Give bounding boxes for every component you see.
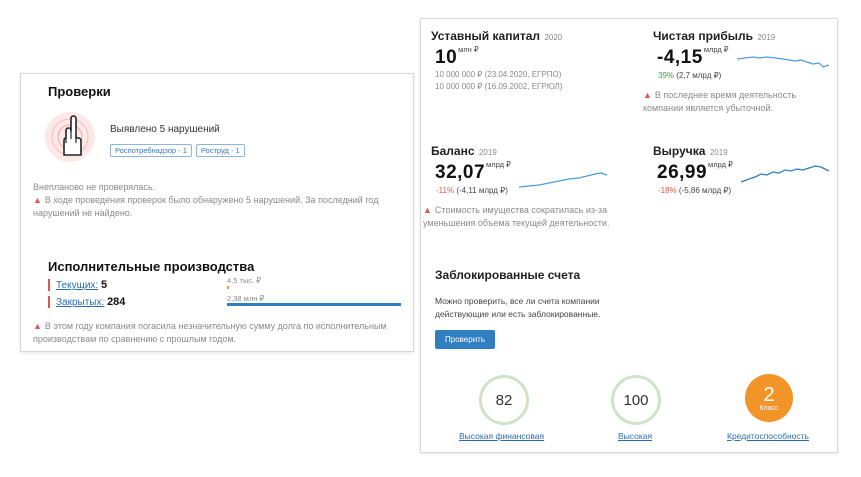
balance-change-abs: (-4,11 млрд ₽) <box>456 186 508 195</box>
warning-icon: ▲ <box>33 321 42 331</box>
profit-value: -4,15 <box>657 47 703 68</box>
inspection-hand-icon <box>44 111 96 163</box>
capital-block: Уставный капитал 2020 <box>431 27 562 45</box>
checks-warning-text: В ходе проведения проверок было обнаруже… <box>33 195 379 218</box>
balance-sparkline <box>519 172 607 188</box>
capital-value: 10 <box>435 47 458 68</box>
security-score-value: 100 <box>623 391 649 409</box>
capital-line1: 10 000 000 ₽ (23.04.2020, ЕГРПО) <box>435 70 562 79</box>
enforcement-warning: ▲ В этом году компания погасила незначите… <box>33 320 393 346</box>
balance-title: Баланс <box>431 144 475 158</box>
enforcement-warning-text: В этом году компания погасила незначител… <box>33 321 387 344</box>
right-card: Уставный капитал 2020 10млн ₽ 10 000 000… <box>420 18 838 453</box>
badge-rostrud[interactable]: Роструд - 1 <box>195 144 245 157</box>
profit-value-row: -4,15млрд ₽ <box>657 45 729 69</box>
agency-badges: Роспотребнадзор - 1 Роструд - 1 <box>110 140 249 158</box>
closed-bar-track <box>227 303 401 306</box>
profit-year: 2019 <box>757 33 776 42</box>
checks-title: Проверки <box>48 84 111 99</box>
revenue-change-abs: (-5,86 млрд ₽) <box>678 186 732 195</box>
capital-line2: 10 000 000 ₽ (16.09.2002, ЕГРЮЛ) <box>435 82 563 91</box>
revenue-year: 2019 <box>709 148 728 157</box>
security-score-link[interactable]: Высокая <box>618 431 653 441</box>
profit-title: Чистая прибыль <box>653 29 753 43</box>
revenue-sparkline <box>741 165 829 183</box>
profit-change-pct: 39% <box>658 71 675 80</box>
profit-warning-text: В последнее время деятельность компании … <box>643 90 797 113</box>
balance-year: 2019 <box>478 148 497 157</box>
profit-sparkline <box>737 56 829 68</box>
capital-year: 2020 <box>544 33 563 42</box>
revenue-value: 26,99 <box>657 162 708 183</box>
financial-score-value: 82 <box>495 391 513 409</box>
current-link[interactable]: Текущих: <box>56 280 99 291</box>
badge-rospotrebnadzor[interactable]: Роспотребнадзор - 1 <box>110 144 192 157</box>
warning-icon: ▲ <box>643 90 652 100</box>
capital-value-row: 10млн ₽ <box>435 45 479 69</box>
financial-score-circle: 82 <box>479 375 529 425</box>
current-bar <box>227 286 230 289</box>
revenue-title: Выручка <box>653 144 706 158</box>
left-card: Проверки Выявлено 5 нарушений Роспотребн… <box>20 73 414 352</box>
security-score-circle: 100 <box>611 375 661 425</box>
balance-warning: ▲ Стоимость имущества сократилась из-за у… <box>423 204 619 230</box>
current-count: 5 <box>100 279 108 291</box>
checks-warning: ▲ В ходе проведения проверок было обнаруж… <box>33 194 383 220</box>
check-accounts-button[interactable]: Проверить <box>435 330 496 349</box>
revenue-value-row: 26,99млрд ₽ <box>657 160 733 184</box>
revenue-change-pct: -18% <box>658 186 677 195</box>
profit-change: 39% (2,7 млрд ₽) <box>658 71 721 80</box>
closed-bar <box>227 303 401 306</box>
closed-row: Закрытых: 284 <box>48 296 125 308</box>
balance-warning-text: Стоимость имущества сократилась из-за ум… <box>423 205 610 228</box>
profit-change-abs: (2,7 млрд ₽) <box>676 71 722 80</box>
capital-title: Уставный капитал <box>431 29 540 43</box>
unplanned-text: Внепланово не проверялась. <box>33 182 156 192</box>
revenue-change: -18% (-5,86 млрд ₽) <box>658 186 731 195</box>
financial-score-link[interactable]: Высокая финансовая <box>459 431 545 441</box>
credit-class-circle: 2 Класс <box>745 374 793 422</box>
blocked-title: Заблокированные счета <box>435 268 581 282</box>
credit-class-value: 2 <box>763 383 775 406</box>
closed-amount: 2,38 млн ₽ <box>227 294 265 303</box>
balance-value-row: 32,07млрд ₽ <box>435 160 511 184</box>
current-amount: 4,5 тыс. ₽ <box>227 276 262 285</box>
revenue-block: Выручка 2019 <box>653 142 728 160</box>
violations-text: Выявлено 5 нарушений <box>110 124 220 135</box>
current-row: Текущих: 5 <box>48 279 107 291</box>
balance-block: Баланс 2019 <box>431 142 497 160</box>
credit-score-link[interactable]: Кредитоспособность <box>727 431 809 441</box>
balance-change-pct: -11% <box>436 186 455 195</box>
current-bar-track <box>227 286 401 289</box>
warning-icon: ▲ <box>33 195 42 205</box>
blocked-description: Можно проверить, все ли счета компании д… <box>435 296 601 319</box>
balance-unit: млрд ₽ <box>486 160 511 169</box>
profit-warning: ▲ В последнее время деятельность компании… <box>643 89 833 115</box>
revenue-unit: млрд ₽ <box>708 160 733 169</box>
balance-change: -11% (-4,11 млрд ₽) <box>436 186 508 195</box>
closed-link[interactable]: Закрытых: <box>56 297 105 308</box>
profit-block: Чистая прибыль 2019 <box>653 27 775 45</box>
balance-value: 32,07 <box>435 162 486 183</box>
warning-icon: ▲ <box>423 205 432 215</box>
profit-unit: млрд ₽ <box>703 45 729 54</box>
closed-count: 284 <box>107 296 126 308</box>
capital-unit: млн ₽ <box>458 45 479 54</box>
enforcement-title: Исполнительные производства <box>48 259 255 274</box>
credit-class-label: Класс <box>759 404 779 412</box>
